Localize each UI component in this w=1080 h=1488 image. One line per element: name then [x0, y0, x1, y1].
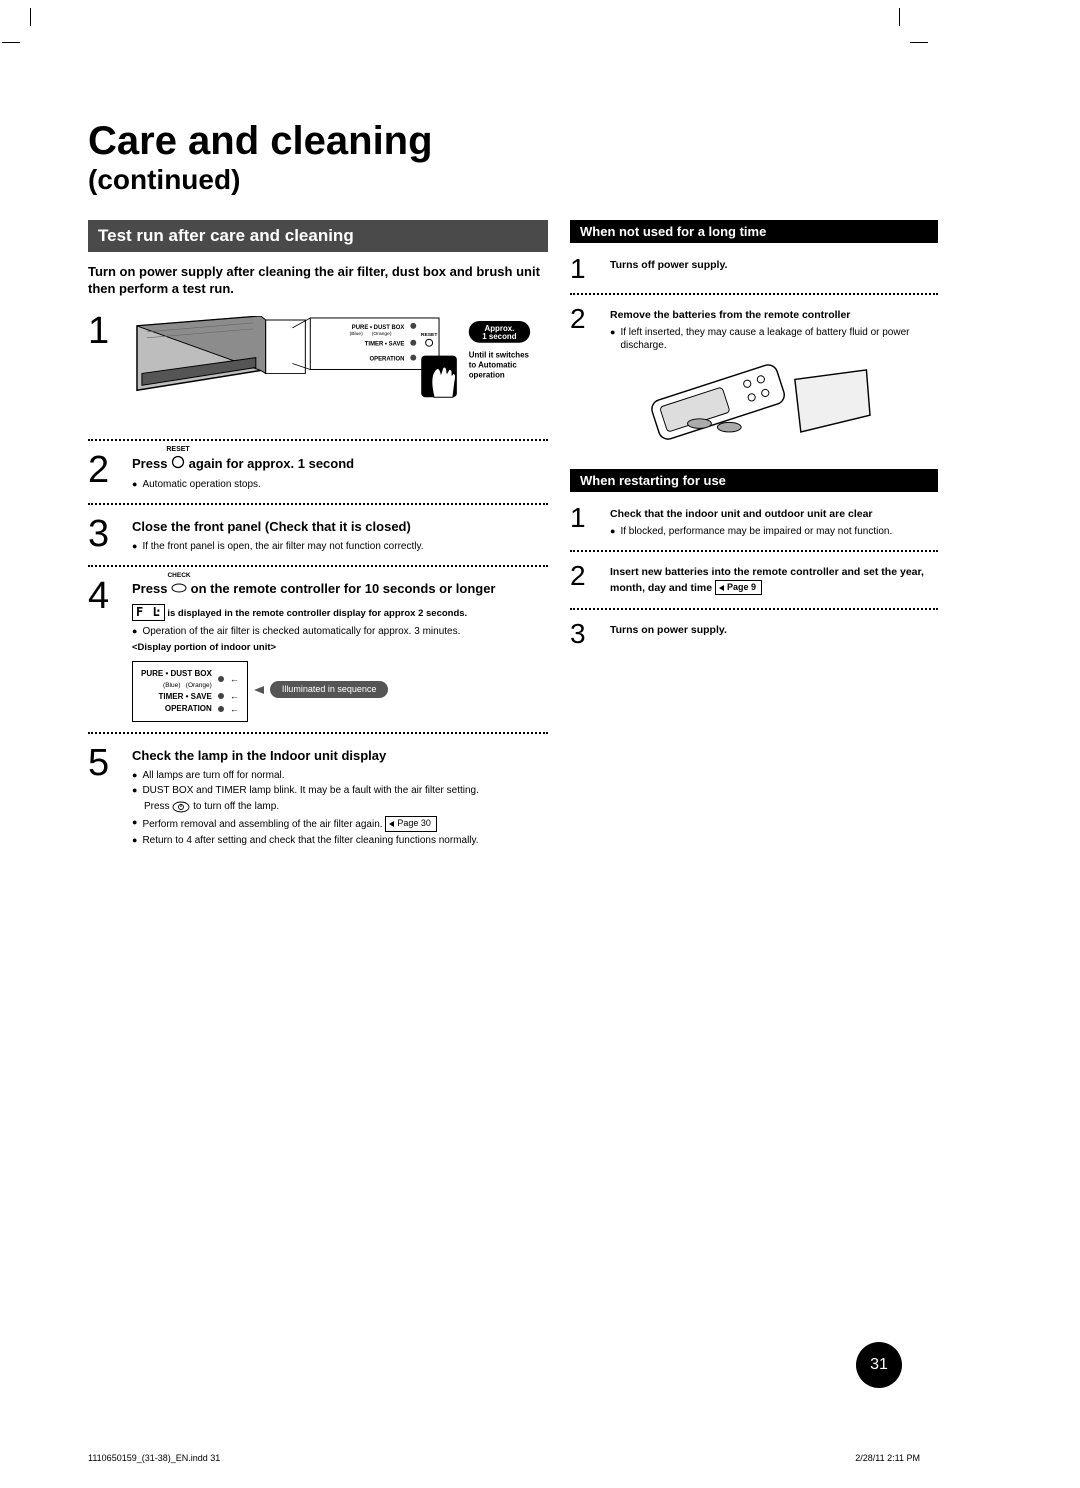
footer-file: 1110650159_(31-38)_EN.indd 31: [88, 1453, 220, 1463]
page-ref: Page 30: [385, 816, 437, 832]
page-title: Care and cleaning: [88, 120, 938, 162]
section-banner: When not used for a long time: [570, 220, 938, 243]
svg-text:TIMER • SAVE: TIMER • SAVE: [365, 341, 405, 347]
step-number: 2: [570, 562, 596, 598]
step-2: 2 Press RESET again for approx. 1 second…: [88, 445, 548, 499]
display-panel-box: PURE • DUST BOX(Blue) (Orange)← TIMER • …: [132, 661, 248, 723]
step-heading: Press RESET again for approx. 1 second: [132, 455, 548, 474]
bullet-text: If blocked, performance may be impaired …: [620, 525, 892, 538]
step-number: 2: [570, 305, 596, 445]
step-number: 1: [88, 312, 118, 429]
left-column: Test run after care and cleaning Turn on…: [88, 220, 548, 855]
callout-label: Illuminated in sequence: [270, 681, 389, 699]
step-number: 2: [88, 451, 118, 493]
step-number: 5: [88, 744, 118, 849]
ac-unit-diagram: PURE • DUST BOX (Blue) (Orange) TIMER • …: [132, 316, 548, 425]
right2-step1: 1 Check that the indoor unit and outdoor…: [570, 498, 938, 546]
step-heading: Check that the indoor unit and outdoor u…: [610, 508, 938, 522]
right1-step1: 1 Turns off power supply.: [570, 249, 938, 289]
ft-display-icon: F Ŀ: [132, 604, 165, 622]
right1-step2: 2 Remove the batteries from the remote c…: [570, 299, 938, 451]
step-heading: Insert new batteries into the remote con…: [610, 566, 938, 595]
bullet-text: If left inserted, they may cause a leaka…: [620, 326, 938, 352]
step-number: 4: [88, 577, 118, 723]
remote-diagram: [610, 358, 872, 441]
svg-text:operation: operation: [469, 370, 505, 379]
svg-text:(Blue): (Blue): [350, 331, 364, 337]
step-heading: Press CHECK on the remote controller for…: [132, 581, 548, 598]
bullet-text: Operation of the air filter is checked a…: [142, 625, 460, 638]
svg-text:(Orange): (Orange): [372, 331, 392, 337]
step-number: 1: [570, 504, 596, 540]
step-heading: Close the front panel (Check that it is …: [132, 519, 548, 536]
section-banner: When restarting for use: [570, 469, 938, 492]
bullet-text: Perform removal and assembling of the ai…: [142, 816, 436, 832]
svg-text:to Automatic: to Automatic: [469, 360, 518, 369]
bullet-text: DUST BOX and TIMER lamp blink. It may be…: [142, 784, 478, 797]
right2-step2: 2 Insert new batteries into the remote c…: [570, 556, 938, 604]
bullet-text: Automatic operation stops.: [142, 478, 260, 491]
footer: 1110650159_(31-38)_EN.indd 31 2/28/11 2:…: [88, 1453, 920, 1463]
step-heading: Check the lamp in the Indoor unit displa…: [132, 748, 548, 765]
ft-note: F Ŀ is displayed in the remote controlle…: [132, 604, 548, 622]
page-subtitle: (continued): [88, 164, 938, 196]
step-4: 4 Press CHECK on the remote controller f…: [88, 571, 548, 729]
reset-button-icon: [171, 455, 185, 469]
display-title: <Display portion of indoor unit>: [132, 642, 548, 654]
svg-text:RESET: RESET: [421, 332, 437, 338]
step-3: 3 Close the front panel (Check that it i…: [88, 509, 548, 561]
step-5: 5 Check the lamp in the Indoor unit disp…: [88, 738, 548, 855]
page-content: Care and cleaning (continued) Test run a…: [88, 120, 938, 855]
power-button-icon: [172, 801, 190, 813]
bullet-text: All lamps are turn off for normal.: [142, 769, 284, 782]
step-number: 3: [88, 515, 118, 555]
svg-text:OPERATION: OPERATION: [370, 356, 405, 362]
step-heading: Turns on power supply.: [610, 624, 938, 638]
page-number: 31: [856, 1342, 902, 1388]
step-heading: Remove the batteries from the remote con…: [610, 309, 938, 323]
reset-label: RESET: [166, 445, 189, 454]
step-heading: Turns off power supply.: [610, 259, 938, 273]
bullet-text: Return to 4 after setting and check that…: [142, 834, 478, 847]
intro-text: Turn on power supply after cleaning the …: [88, 264, 548, 298]
arrow-icon: [254, 686, 264, 694]
section-banner: Test run after care and cleaning: [88, 220, 548, 252]
page-ref: Page 9: [715, 580, 762, 596]
right-column: When not used for a long time 1 Turns of…: [570, 220, 938, 855]
step-1: 1 PURE • DUST BOX: [88, 306, 548, 435]
footer-date: 2/28/11 2:11 PM: [855, 1453, 920, 1463]
step-number: 1: [570, 255, 596, 283]
svg-text:1 second: 1 second: [482, 332, 516, 341]
svg-text:PURE • DUST BOX: PURE • DUST BOX: [352, 325, 405, 331]
svg-text:Until it switches: Until it switches: [469, 350, 530, 359]
bullet-text: If the front panel is open, the air filt…: [142, 540, 423, 553]
right2-step3: 3 Turns on power supply.: [570, 614, 938, 654]
press-note: Press to turn off the lamp.: [144, 800, 548, 813]
step-number: 3: [570, 620, 596, 648]
